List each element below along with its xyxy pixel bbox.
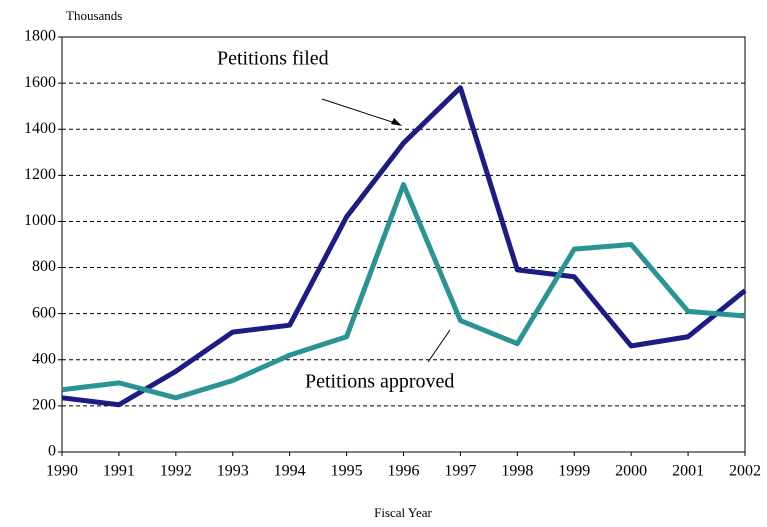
x-tick-label: 2001 <box>672 463 704 480</box>
annotation-leader <box>427 329 451 363</box>
series-annotation: Petitions filed <box>217 48 329 70</box>
series-annotation: Petitions approved <box>305 371 454 393</box>
x-tick-label: 1992 <box>160 463 192 480</box>
y-tick-label: 1200 <box>24 166 56 183</box>
series-line <box>61 182 746 401</box>
y-tick-label: 1400 <box>24 120 56 137</box>
x-tick-label: 1997 <box>444 463 476 480</box>
y-tick-label: 1000 <box>24 212 56 229</box>
y-tick-label: 600 <box>32 304 56 321</box>
annotation-arrowhead <box>391 118 402 126</box>
y-tick-label: 1600 <box>24 74 56 91</box>
annotation-arrow <box>321 98 399 125</box>
x-tick-label: 1996 <box>388 463 420 480</box>
y-axis-label: Thousands <box>66 8 122 23</box>
x-tick-label: 2000 <box>615 463 647 480</box>
x-tick-label: 1998 <box>501 463 533 480</box>
y-tick-label: 0 <box>48 443 56 460</box>
x-tick-label: 1999 <box>558 463 590 480</box>
y-tick-label: 1800 <box>24 28 56 45</box>
x-axis-label: Fiscal Year <box>374 505 432 520</box>
y-tick-label: 800 <box>32 258 56 275</box>
y-tick-label: 200 <box>32 397 56 414</box>
x-tick-label: 1991 <box>103 463 135 480</box>
x-tick-label: 1990 <box>46 463 78 480</box>
y-tick-label: 400 <box>32 350 56 367</box>
series-line <box>61 85 747 408</box>
x-tick-label: 1994 <box>274 463 306 480</box>
x-tick-label: 1995 <box>331 463 363 480</box>
x-tick-label: 1993 <box>217 463 249 480</box>
x-tick-label: 2002 <box>729 463 761 480</box>
